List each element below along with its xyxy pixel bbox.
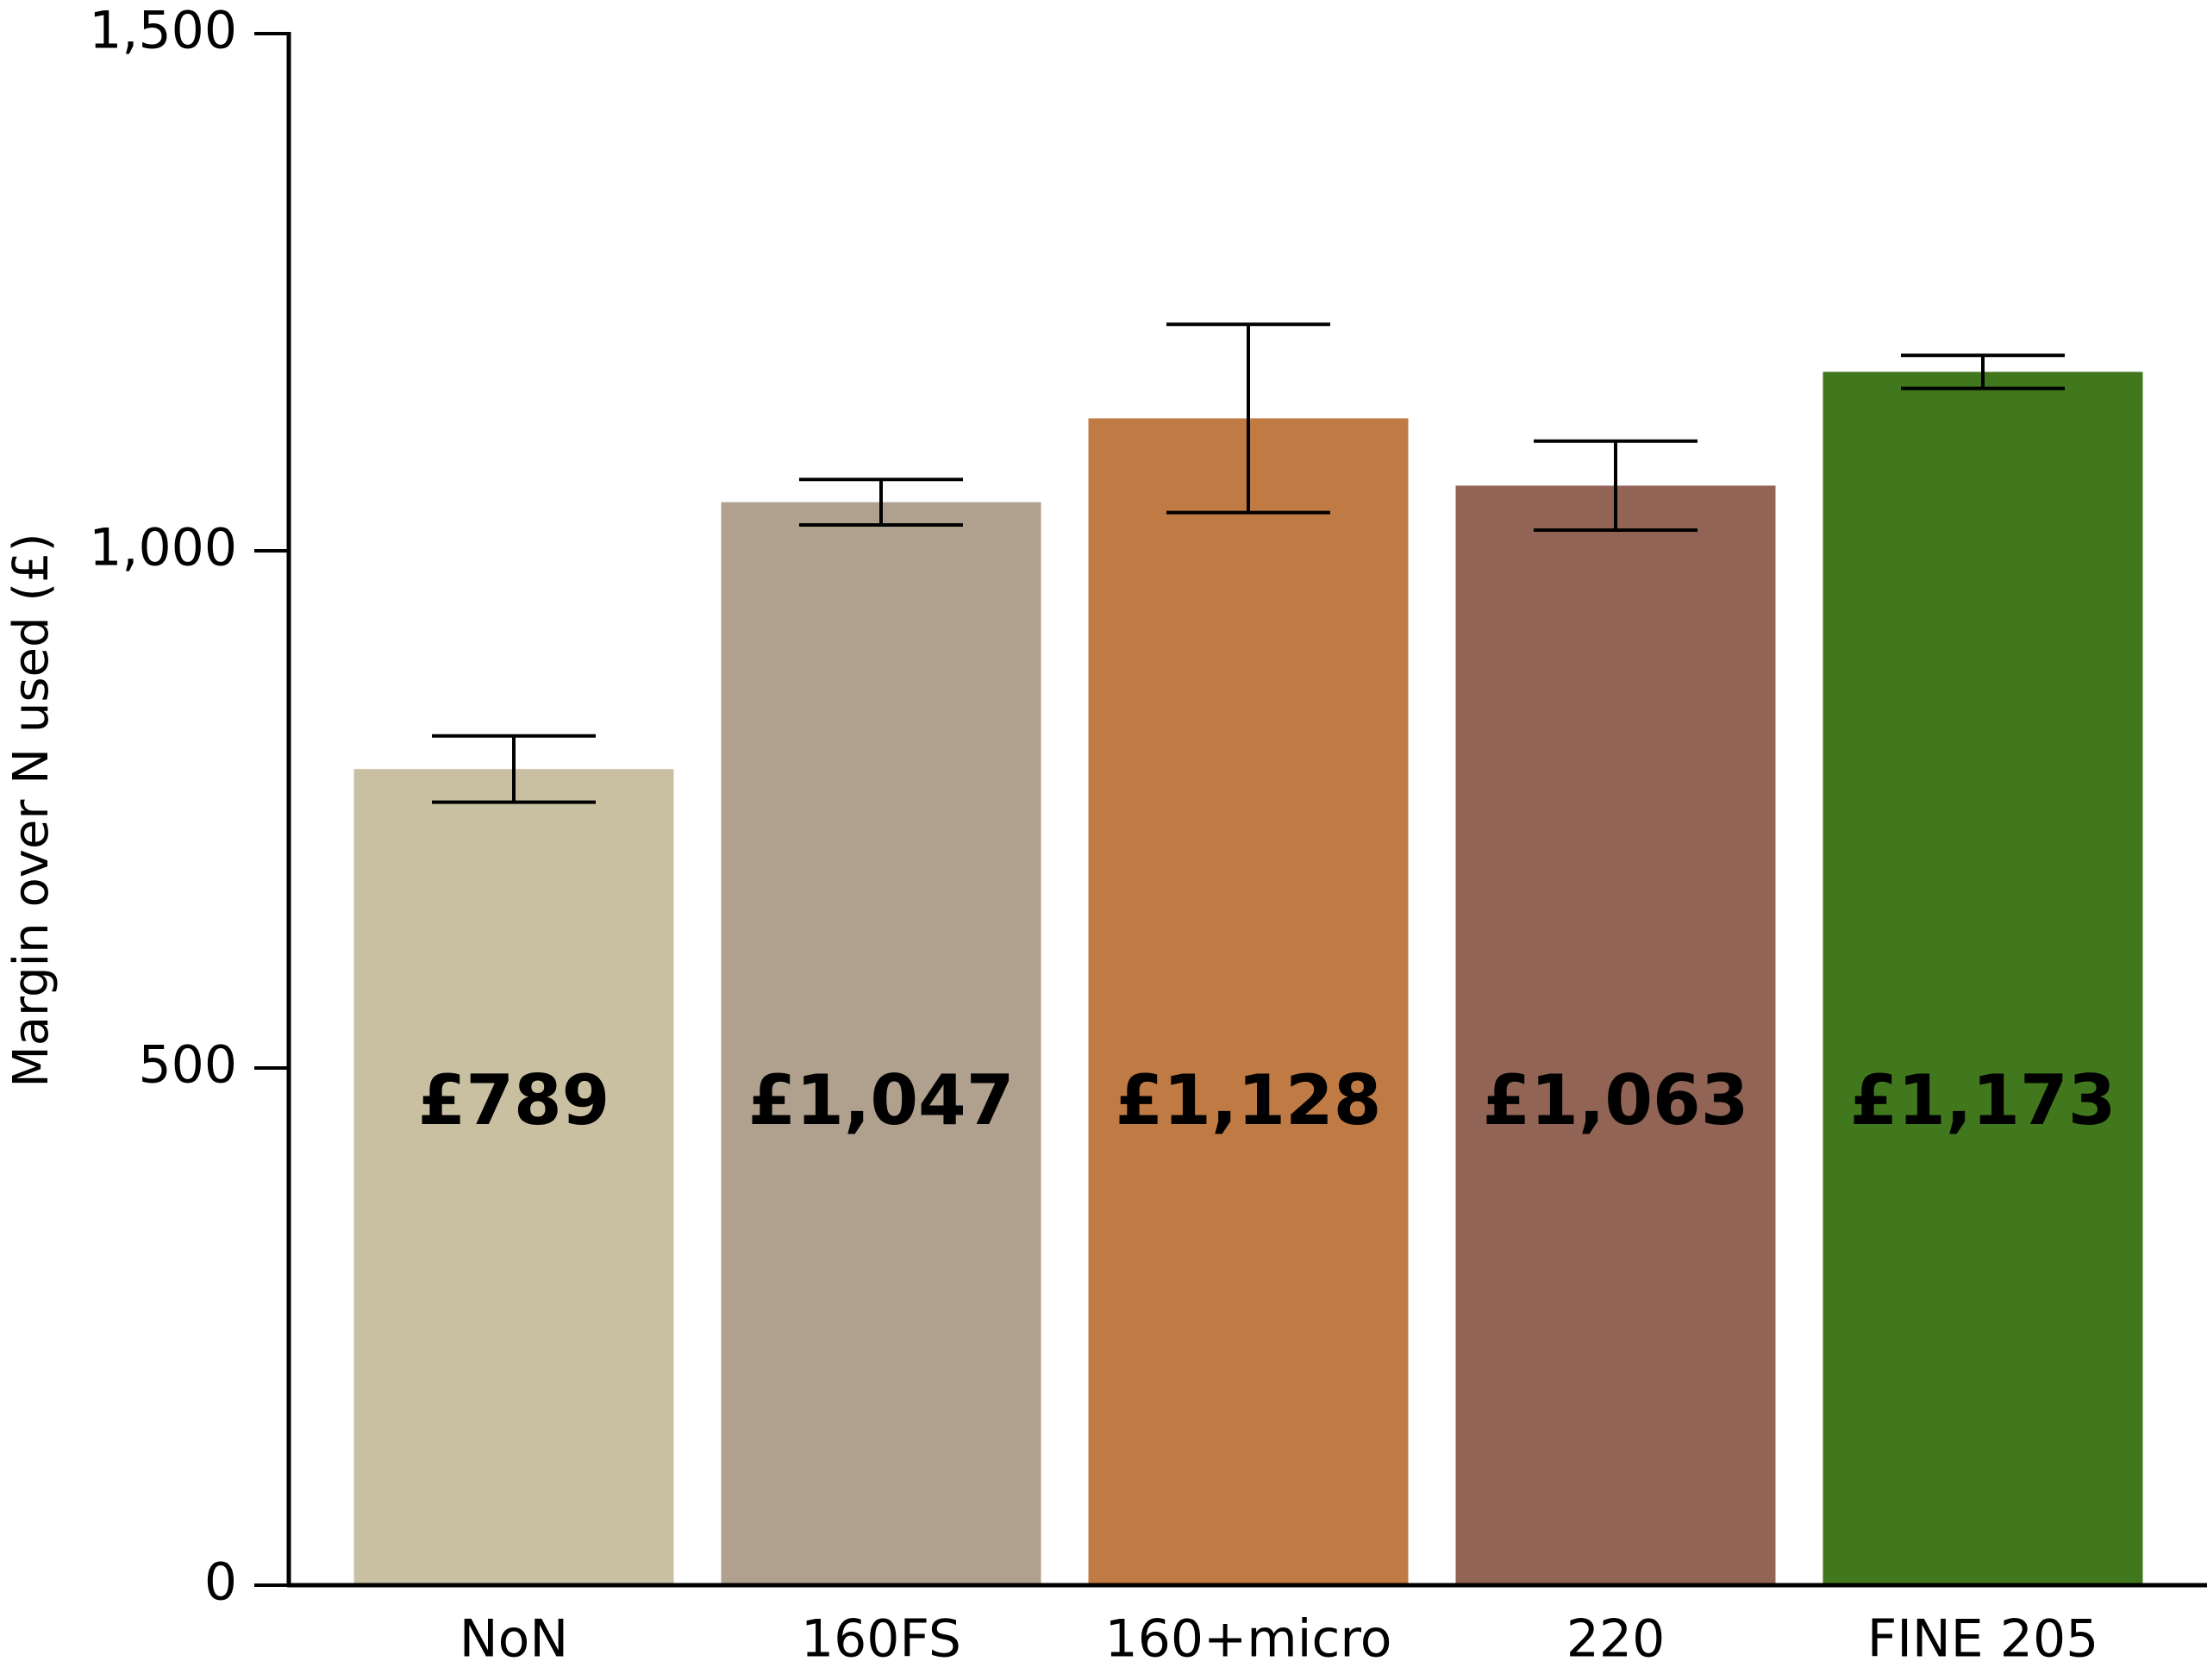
x-tick-label: 160+micro [1105, 1609, 1392, 1670]
bar [353, 769, 674, 1585]
value-label: £1,173 [1850, 1060, 2116, 1140]
y-tick-label: 1,500 [89, 1, 237, 61]
x-tick-label: FINE 205 [1867, 1609, 2099, 1670]
y-tick-label: 0 [204, 1552, 237, 1613]
bar [1822, 372, 2143, 1585]
value-label: £1,063 [1483, 1060, 1749, 1140]
bar [1088, 418, 1409, 1585]
value-label: £1,047 [748, 1060, 1015, 1140]
x-tick-label: 220 [1566, 1609, 1666, 1670]
y-tick-label: 1,000 [89, 518, 237, 578]
y-axis-label: Margin over N used (£) [3, 533, 59, 1087]
y-tick-label: 500 [138, 1035, 237, 1096]
x-tick-label: NoN [460, 1609, 568, 1670]
bar [721, 502, 1041, 1585]
value-label: £789 [418, 1060, 610, 1140]
value-label: £1,128 [1116, 1060, 1382, 1140]
bar [1455, 485, 1776, 1585]
x-tick-label: 160FS [801, 1609, 961, 1670]
